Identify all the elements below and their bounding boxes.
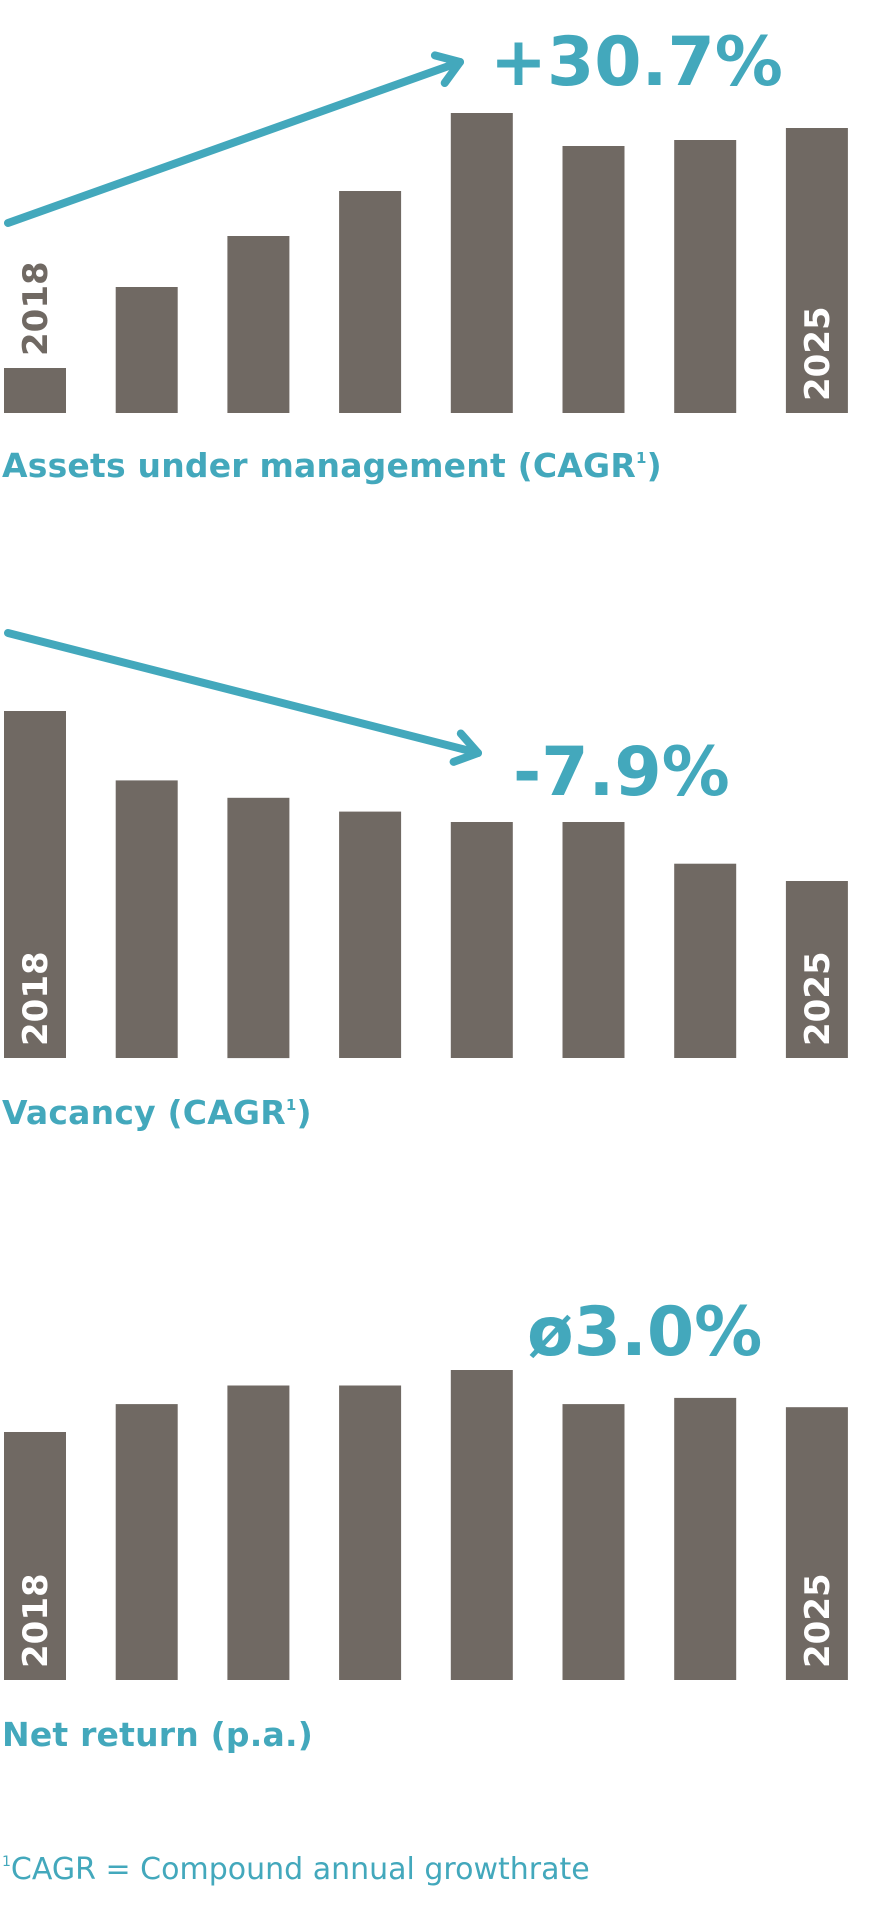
aum-bar-2021 <box>339 191 402 413</box>
net-return-title-text: Net return (p.a.) <box>2 1715 313 1754</box>
net-return-chart-svg: 2018 2025 ø3.0% <box>4 1293 848 1680</box>
net-return-bar-2023 <box>562 1404 625 1680</box>
aum-bar-2019 <box>115 287 178 413</box>
aum-trend-arrow-head <box>430 51 464 87</box>
footnote-sup: 1 <box>2 1854 11 1870</box>
aum-end-year-label: 2025 <box>798 306 838 401</box>
vacancy-bar-2018 <box>4 711 66 1058</box>
net-return-bar-2018 <box>4 1432 66 1680</box>
aum-bar-2020 <box>227 236 290 413</box>
net-return-chart: 2018 2025 ø3.0% Net return (p.a.) <box>0 1270 889 1790</box>
vacancy-chart-title: Vacancy (CAGR1) <box>2 1093 312 1132</box>
aum-chart-svg: 2018 2025 +30.7% <box>4 23 848 413</box>
vacancy-bar-2024 <box>674 863 737 1058</box>
net-return-annotation: ø3.0% <box>527 1293 762 1372</box>
net-return-bar-2020 <box>227 1385 290 1680</box>
vacancy-start-year-label: 2018 <box>16 951 56 1046</box>
aum-bar-2023 <box>562 146 625 413</box>
vacancy-bar-2025 <box>785 881 848 1058</box>
vacancy-bar-2019 <box>115 780 178 1058</box>
vacancy-title-sup: 1 <box>285 1096 297 1114</box>
vacancy-trend-arrow-line <box>4 629 482 757</box>
aum-title-suffix: ) <box>646 446 662 485</box>
net-return-end-year-label: 2025 <box>798 1573 838 1668</box>
net-return-bar-2019 <box>115 1404 178 1680</box>
aum-bar-2024 <box>674 140 737 413</box>
vacancy-trend-arrow-head <box>449 729 482 766</box>
aum-trend-arrow-line <box>4 58 464 227</box>
vacancy-bar-2020 <box>227 797 290 1059</box>
vacancy-chart: 2018 2025 -7.9% Vacancy (CAGR1) <box>0 600 889 1150</box>
footnote: 1CAGR = Compound annual growthrate <box>2 1852 590 1887</box>
vacancy-bar-2022 <box>450 822 513 1058</box>
aum-title-text: Assets under management (CAGR <box>2 446 636 485</box>
aum-title-sup: 1 <box>635 449 647 467</box>
net-return-bar-2022 <box>450 1370 513 1680</box>
aum-start-year-label: 2018 <box>16 261 56 356</box>
vacancy-end-year-label: 2025 <box>798 951 838 1046</box>
net-return-bar-2025 <box>785 1407 848 1680</box>
net-return-bar-2021 <box>339 1385 402 1680</box>
vacancy-bar-2023 <box>562 822 625 1058</box>
aum-annotation: +30.7% <box>490 23 783 102</box>
vacancy-annotation: -7.9% <box>513 733 730 812</box>
net-return-bar-2024 <box>674 1397 737 1680</box>
footnote-text: CAGR = Compound annual growthrate <box>10 1852 590 1887</box>
aum-bar-2022 <box>450 113 513 413</box>
aum-bar-2025 <box>785 128 848 413</box>
net-return-chart-title: Net return (p.a.) <box>2 1715 313 1754</box>
net-return-start-year-label: 2018 <box>16 1573 56 1668</box>
aum-bar-2018 <box>4 368 66 413</box>
vacancy-chart-svg: 2018 2025 -7.9% <box>4 629 848 1059</box>
vacancy-title-suffix: ) <box>296 1093 312 1132</box>
aum-chart-title: Assets under management (CAGR1) <box>2 446 662 485</box>
vacancy-bar-2021 <box>339 811 402 1058</box>
vacancy-title-text: Vacancy (CAGR <box>2 1093 286 1132</box>
aum-chart: 2018 2025 +30.7% Assets under management (… <box>0 0 889 500</box>
